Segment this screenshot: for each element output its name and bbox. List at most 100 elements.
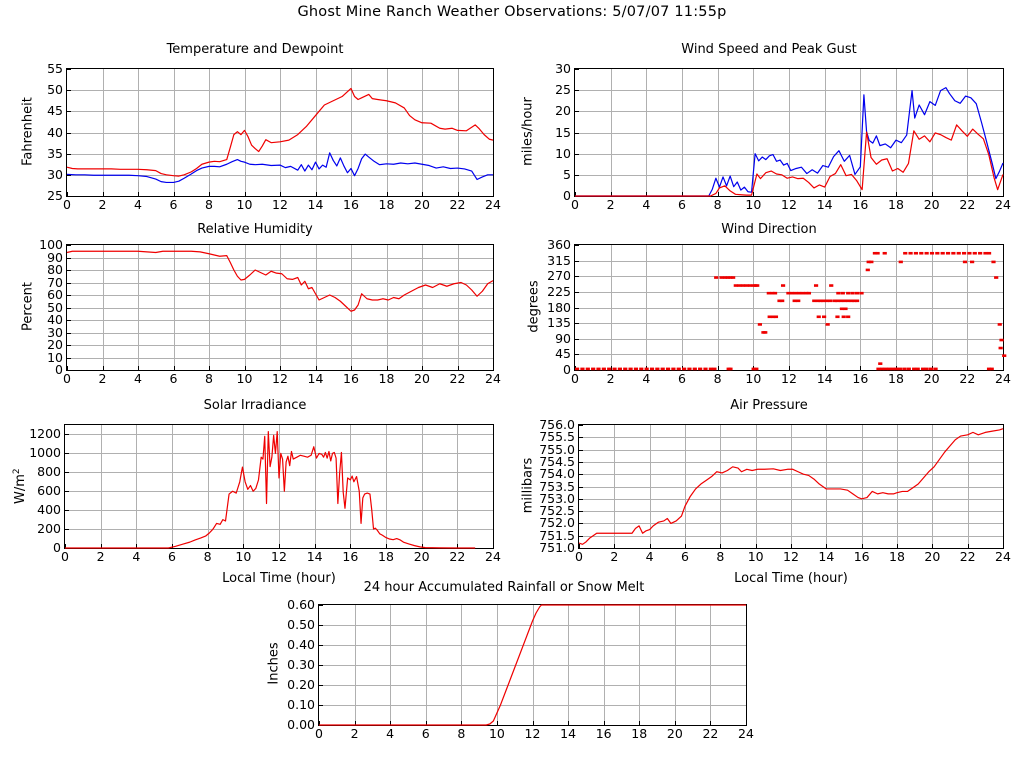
data-point	[998, 346, 1003, 350]
data-point	[575, 367, 580, 371]
x-tickmark	[753, 192, 755, 196]
chart-title-pressure: Air Pressure	[730, 398, 808, 413]
data-point	[800, 291, 805, 295]
x-tickmark	[532, 721, 534, 725]
y-tick-label: 753.0	[539, 490, 575, 506]
x-tick-label: 6	[169, 197, 178, 212]
data-point	[816, 315, 821, 319]
data-point	[935, 251, 940, 255]
x-tick-label: 8	[205, 371, 213, 386]
x-tickmark	[755, 544, 757, 548]
data-point	[755, 284, 760, 287]
y-tick-label: 0.30	[287, 656, 315, 672]
data-point	[840, 291, 845, 295]
gridline-vertical	[789, 69, 790, 196]
y-tickmark	[579, 449, 583, 451]
x-tick-label: 6	[169, 371, 178, 386]
y-tick-label: 100	[39, 236, 63, 252]
y-tick-label: 180	[547, 299, 571, 315]
x-tick-label: 22	[702, 726, 719, 741]
y-tick-label: 15	[555, 124, 571, 140]
gridline-vertical	[674, 605, 676, 725]
y-axis-label-solar: W/m2	[12, 426, 28, 546]
data-point	[999, 338, 1004, 342]
data-point	[967, 251, 972, 255]
data-point	[725, 276, 730, 279]
x-tick-label: 22	[449, 197, 466, 212]
gridline-vertical	[390, 605, 392, 725]
data-point	[612, 367, 617, 371]
x-tick-label: 0	[63, 371, 71, 386]
gridline-vertical	[315, 245, 317, 370]
data-point	[854, 291, 860, 295]
y-tickmark	[67, 257, 71, 259]
x-tickmark	[315, 192, 317, 196]
plot-area-solar: 0 200 400 600 800 1000 1200 0 2 4 6 8 10 12 14 16 18 20 22…	[29, 424, 501, 563]
x-tick-label: 6	[168, 549, 176, 564]
x-tickmark	[789, 366, 790, 370]
y-tick-label: 755.5	[539, 429, 575, 445]
gridline-vertical	[173, 245, 175, 370]
gridline-vertical	[789, 245, 790, 370]
data-point	[719, 276, 724, 279]
data-point	[890, 367, 895, 371]
data-point	[865, 268, 870, 272]
data-point	[906, 367, 911, 371]
plot-area-pressure: 751.0 751.5 752.0 752.5 753.0 753.5 754.0 754.5…	[539, 418, 1011, 562]
gridline-vertical	[422, 69, 423, 196]
data-point	[821, 299, 826, 303]
y-tick-label: 30	[555, 60, 571, 76]
x-tickmark	[896, 192, 897, 196]
gridline-vertical	[279, 425, 280, 548]
x-tick-label: 18	[631, 726, 648, 741]
gridline-vertical	[931, 69, 933, 196]
data-point	[835, 315, 840, 319]
data-point	[919, 251, 924, 255]
data-point	[859, 291, 864, 295]
data-point	[994, 276, 999, 279]
y-axis-label-wind_speed: miles/hour	[520, 96, 536, 166]
x-tickmark	[457, 544, 459, 548]
y-tickmark	[67, 345, 71, 346]
data-point	[850, 291, 855, 295]
y-tick-label: 45	[47, 103, 63, 119]
x-tickmark	[931, 192, 933, 196]
y-tick-label: 80	[47, 261, 63, 277]
y-tickmark	[575, 291, 579, 293]
x-tickmark	[461, 721, 463, 725]
series-line	[65, 431, 476, 549]
data-point	[875, 251, 880, 255]
x-tickmark	[568, 721, 570, 725]
y-tickmark	[579, 523, 583, 525]
gridline-vertical	[173, 69, 175, 196]
gridline-vertical	[425, 605, 427, 725]
x-tickmark	[614, 544, 616, 548]
y-tick-label: 0	[53, 539, 61, 555]
y-tickmark	[575, 153, 579, 155]
data-point	[838, 299, 844, 303]
y-tick-label: 60	[47, 286, 63, 302]
gridline-vertical	[860, 69, 862, 196]
data-point	[854, 299, 860, 303]
x-tick-label: 14	[816, 371, 833, 386]
x-tick-label: 4	[132, 549, 141, 564]
data-point	[915, 367, 920, 371]
y-tickmark	[67, 69, 71, 70]
data-point	[866, 260, 871, 264]
data-point	[728, 367, 733, 371]
x-tick-label: 10	[236, 197, 253, 212]
x-tickmark	[1003, 192, 1004, 196]
data-point	[737, 284, 742, 287]
y-tick-label: 40	[47, 124, 63, 140]
plot-area-relative_humidity: 0 10 20 30 40 50 60 70 80 90 100 0 2 4 6 8 10 12 14 16 18 20 2…	[39, 238, 501, 384]
data-point	[596, 367, 601, 371]
x-tick-label: 10	[236, 371, 253, 386]
y-tick-label: 751.0	[539, 539, 575, 555]
data-point	[897, 367, 902, 371]
gridline-vertical	[314, 425, 316, 548]
data-point	[878, 362, 883, 365]
data-point	[708, 367, 713, 371]
x-tick-label: 12	[781, 197, 797, 212]
data-point	[852, 299, 857, 303]
gridline-vertical	[824, 245, 826, 370]
